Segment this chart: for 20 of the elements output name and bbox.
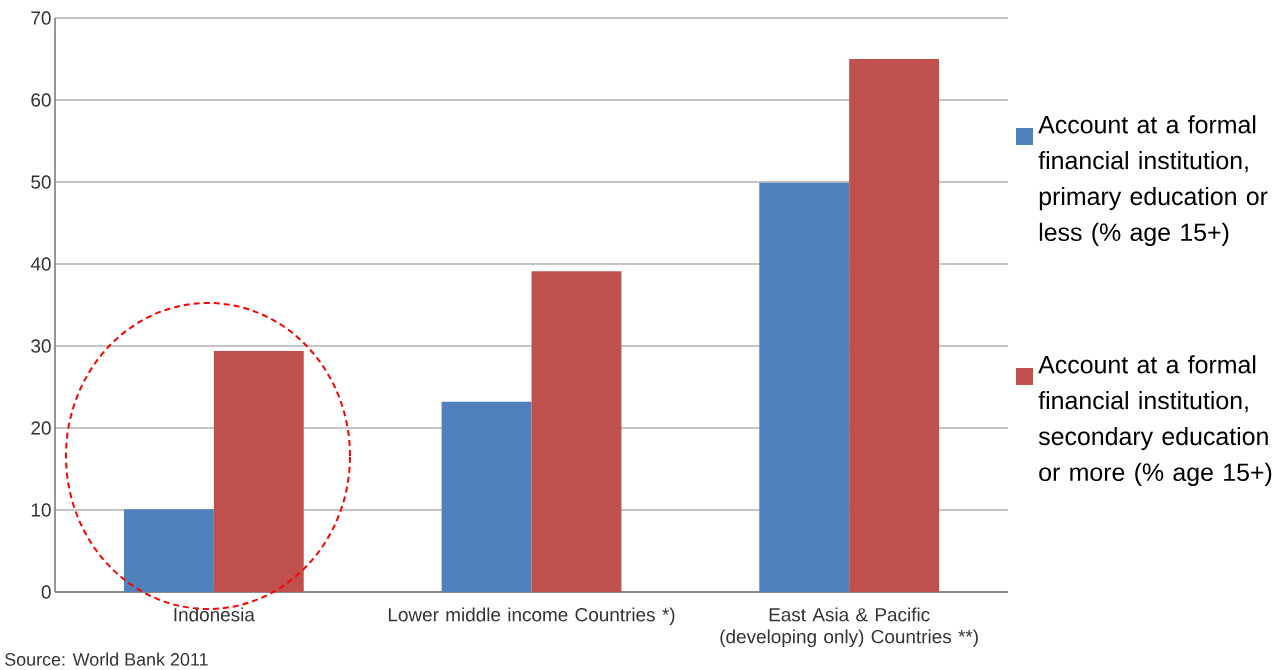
- y-tick-label: 50: [31, 175, 51, 189]
- y-tick-label: 0: [41, 585, 51, 599]
- x-tick-label: Lower middle income Countries *): [388, 607, 675, 626]
- legend-label: Account at a formal financial institution, secondary education or more (% age 15+): [1038, 355, 1272, 486]
- bar: [531, 271, 622, 592]
- x-tick-label: Indonesia: [174, 607, 255, 622]
- bar: [123, 509, 214, 592]
- y-tick-label: 20: [31, 421, 51, 435]
- source-note: Source: World Bank 2011: [5, 652, 208, 666]
- y-tick-label: 70: [31, 11, 51, 25]
- y-tick-label: 40: [30, 257, 51, 271]
- bar: [441, 401, 532, 592]
- y-tick-label: 10: [31, 503, 51, 517]
- bar: [849, 58, 940, 592]
- legend-label: Account at a formal financial institution, primary education or less (% age 15+): [1038, 115, 1268, 246]
- bar: [213, 350, 304, 592]
- bar: [759, 182, 850, 592]
- y-tick-label: 30: [31, 339, 51, 353]
- x-tick-label: East Asia & Pacific (developing only) Countries **): [720, 607, 978, 648]
- y-tick-label: 60: [31, 93, 51, 107]
